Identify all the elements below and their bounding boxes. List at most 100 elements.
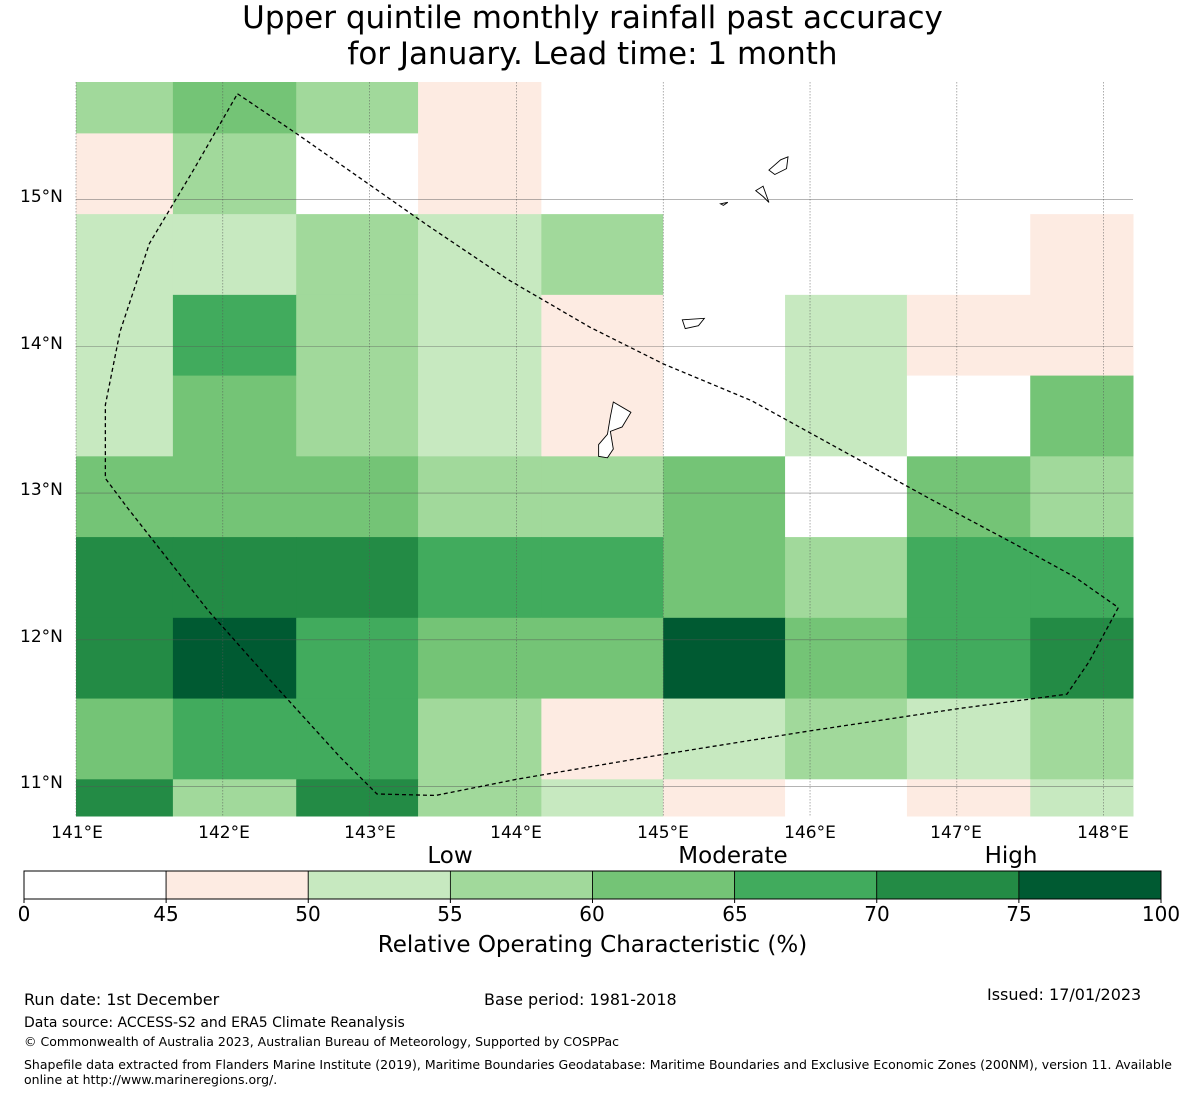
lat-label-13n: 13°N xyxy=(20,480,63,500)
roc-grid-cell xyxy=(785,617,908,700)
roc-grid-cell xyxy=(906,214,1031,296)
roc-grid-cell xyxy=(663,617,786,700)
roc-grid-cell xyxy=(296,82,419,134)
roc-grid-cell xyxy=(76,294,174,377)
roc-grid-cell xyxy=(1030,375,1134,457)
roc-grid-cell xyxy=(418,82,542,134)
island-outline xyxy=(681,317,706,330)
colorbar-tick-0: 0 xyxy=(17,902,31,926)
roc-grid-cell xyxy=(296,133,419,215)
roc-grid-cell xyxy=(541,133,664,215)
roc-grid-cell xyxy=(785,779,908,817)
shapefile-credit: Shapefile data extracted from Flanders M… xyxy=(24,1057,1172,1087)
lat-label-14n: 14°N xyxy=(20,334,63,354)
roc-grid-cell xyxy=(172,133,297,215)
lon-label-145e: 145°E xyxy=(637,823,689,843)
roc-grid-cell xyxy=(1030,133,1134,215)
roc-grid-cell xyxy=(785,133,908,215)
run-date: Run date: 1st December xyxy=(24,990,220,1009)
roc-grid-cell xyxy=(172,456,297,538)
lon-label-147e: 147°E xyxy=(930,823,982,843)
eez-boundary-line xyxy=(104,93,1120,797)
roc-grid-cell xyxy=(172,779,297,817)
colorbar-tick-65: 65 xyxy=(722,902,748,926)
roc-grid-cell xyxy=(418,294,542,377)
roc-grid-cell xyxy=(172,698,297,780)
roc-grid-cell xyxy=(172,214,297,296)
lon-label-143e: 143°E xyxy=(344,823,396,843)
roc-grid-cell xyxy=(785,214,908,296)
roc-grid-cell xyxy=(663,456,786,538)
roc-grid-cell xyxy=(541,617,664,700)
colorbar-band-moderate: Moderate xyxy=(678,843,788,869)
roc-grid-cell xyxy=(172,617,297,700)
roc-grid-cell xyxy=(418,698,542,780)
roc-grid-cell xyxy=(172,294,297,377)
colorbar-tick-55: 55 xyxy=(437,902,463,926)
roc-grid-cell xyxy=(541,82,664,134)
roc-grid-cell xyxy=(541,214,664,296)
roc-grid-cell xyxy=(1030,537,1134,619)
roc-grid-cell xyxy=(296,375,419,457)
roc-grid-cell xyxy=(76,456,174,538)
roc-grid-cell xyxy=(906,82,1031,134)
title-line-2: for January. Lead time: 1 month xyxy=(347,36,838,72)
colorbar-band-high: High xyxy=(984,843,1038,869)
roc-grid-cell xyxy=(906,375,1031,457)
roc-grid-cell xyxy=(663,214,786,296)
roc-grid-cell xyxy=(663,698,786,780)
roc-grid-cell xyxy=(541,698,664,780)
roc-grid-cell xyxy=(296,779,419,817)
roc-grid-cell xyxy=(785,456,908,538)
roc-grid-cell xyxy=(1030,82,1134,134)
roc-grid-cell xyxy=(296,698,419,780)
roc-grid-cell xyxy=(296,537,419,619)
roc-grid-cell xyxy=(906,294,1031,377)
roc-grid-cell xyxy=(906,698,1031,780)
roc-grid-cell xyxy=(541,779,664,817)
roc-grid-cell xyxy=(906,133,1031,215)
roc-grid-cell xyxy=(906,617,1031,700)
roc-grid-cell xyxy=(1030,214,1134,296)
roc-grid-cell xyxy=(906,537,1031,619)
roc-grid-cell xyxy=(785,698,908,780)
roc-grid-cell xyxy=(172,537,297,619)
roc-grid-cell xyxy=(785,82,908,134)
roc-grid-cell xyxy=(76,617,174,700)
roc-grid-cell xyxy=(76,214,174,296)
roc-grid-cell xyxy=(663,82,786,134)
roc-grid-cell xyxy=(1030,698,1134,780)
island-outline xyxy=(719,201,729,206)
roc-grid-cell xyxy=(296,214,419,296)
data-source: Data source: ACCESS-S2 and ERA5 Climate … xyxy=(24,1015,405,1031)
colorbar-title: Relative Operating Characteristic (%) xyxy=(377,932,808,958)
roc-grid-cell xyxy=(296,617,419,700)
roc-grid-cell xyxy=(172,375,297,457)
island-outline xyxy=(768,156,789,176)
colorbar-tick-60: 60 xyxy=(579,902,605,926)
roc-grid-cell xyxy=(663,779,786,817)
island-outline xyxy=(598,401,632,459)
roc-grid-cell xyxy=(76,82,174,134)
roc-grid-cell xyxy=(172,82,297,134)
roc-grid-cell xyxy=(418,375,542,457)
roc-grid-cell xyxy=(663,375,786,457)
roc-grid-cell xyxy=(418,214,542,296)
colorbar-band-low: Low xyxy=(427,843,473,869)
roc-grid-cell xyxy=(785,294,908,377)
roc-grid-cell xyxy=(1030,456,1134,538)
roc-grid-cell xyxy=(1030,779,1134,817)
roc-grid-cell xyxy=(76,698,174,780)
lon-label-142e: 142°E xyxy=(198,823,250,843)
roc-grid-cell xyxy=(785,375,908,457)
colorbar-tick-45: 45 xyxy=(153,902,179,926)
roc-grid-cell xyxy=(663,294,786,377)
roc-grid-cell xyxy=(541,537,664,619)
lon-label-144e: 144°E xyxy=(490,823,542,843)
lon-label-148e: 148°E xyxy=(1077,823,1129,843)
issued-date: Issued: 17/01/2023 xyxy=(987,985,1142,1004)
roc-grid-cell xyxy=(663,133,786,215)
colorbar-tick-100: 100 xyxy=(1141,902,1181,926)
roc-grid-cell xyxy=(76,133,174,215)
